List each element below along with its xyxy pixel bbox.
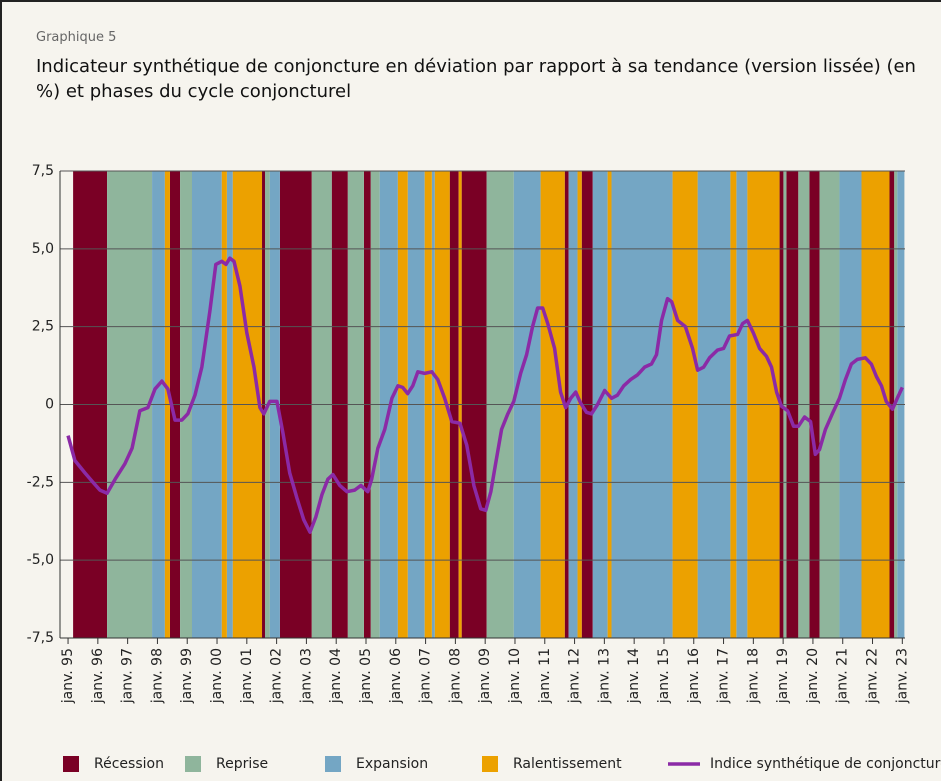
y-tick-label: 7,5 [32,163,54,179]
x-tick-label: janv. 06 [388,648,404,704]
x-tick-label: janv. 18 [745,648,761,704]
x-tick-label: janv. 96 [90,648,106,704]
y-tick-label: 2,5 [32,319,54,335]
x-tick-label: janv. 97 [120,648,136,704]
x-tick-label: janv. 07 [418,648,434,704]
x-tick-label: janv. 02 [269,648,285,704]
x-tick-label: janv. 03 [298,648,314,704]
x-tick-label: janv. 00 [209,648,225,704]
x-tick-label: janv. 01 [239,648,255,704]
legend-label: Récession [94,756,164,772]
y-tick-label: 0 [45,397,54,413]
x-tick-label: janv. 10 [507,648,523,704]
legend-label: Expansion [356,756,428,772]
x-tick-label: janv. 20 [805,648,821,704]
line [66,256,904,534]
legend-swatch [325,756,341,772]
x-tick-label: janv. 15 [656,648,672,704]
y-tick-label: -7,5 [27,630,54,646]
x-tick-label: janv. 09 [477,648,493,704]
x-tick-label: janv. 21 [835,648,851,704]
x-tick-label: janv. 19 [775,648,791,704]
x-tick-label: janv. 95 [60,648,76,704]
x-tick-label: janv. 04 [328,648,344,704]
legend-swatch [482,756,498,772]
x-tick-label: janv. 05 [358,648,374,704]
y-tick-label: -2,5 [27,474,54,490]
y-tick-label: 5,0 [32,241,54,257]
y-tick-label: -5,0 [27,552,54,568]
x-tick-label: janv. 16 [686,648,702,704]
legend-swatch [185,756,201,772]
legend-swatch [63,756,79,772]
chart-title: Indicateur synthétique de conjoncture en… [36,56,916,102]
x-tick-label: janv. 12 [567,648,583,704]
x-tick-label: janv. 08 [447,648,463,704]
x-tick-label: janv. 11 [537,648,553,704]
x-tick-label: janv. 13 [596,648,612,704]
legend-label: Reprise [216,756,268,772]
x-tick-label: janv. 98 [149,648,165,704]
supertitle: Graphique 5 [36,30,117,45]
x-tick-label: janv. 23 [894,648,910,704]
x-tick-label: janv. 99 [179,648,195,704]
x-tick-label: janv. 14 [626,648,642,704]
legend-label: Indice synthétique de conjoncture [710,756,941,772]
x-tick-label: janv. 17 [716,648,732,704]
x-tick-label: janv. 22 [865,648,881,704]
legend-label: Ralentissement [513,756,622,772]
